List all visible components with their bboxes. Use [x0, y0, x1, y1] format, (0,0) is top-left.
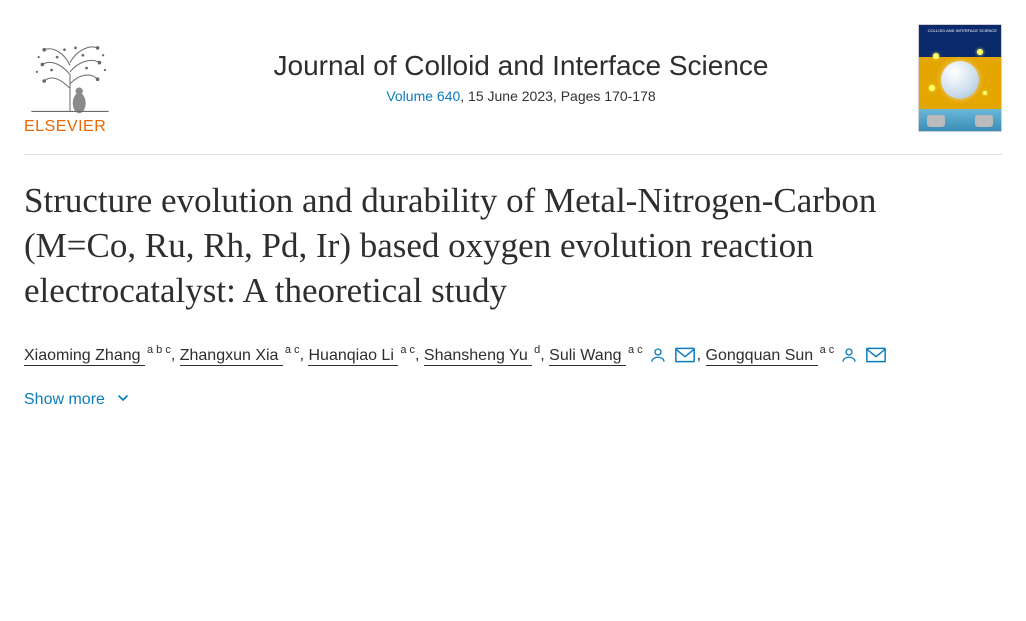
issue-line: Volume 640, 15 June 2023, Pages 170-178 — [144, 88, 898, 104]
author-separator: , — [415, 347, 424, 364]
author-affiliations: a c — [628, 344, 643, 356]
cover-label: COLLOID AND INTERFACE SCIENCE — [928, 29, 997, 33]
show-more-label: Show more — [24, 391, 105, 409]
volume-link[interactable]: Volume 640 — [386, 88, 460, 104]
journal-title[interactable]: Journal of Colloid and Interface Science — [144, 50, 898, 82]
author-separator: , — [171, 347, 180, 364]
issue-rest: , 15 June 2023, Pages 170-178 — [460, 88, 655, 104]
chevron-down-icon — [115, 390, 131, 411]
journal-info: Journal of Colloid and Interface Science… — [144, 24, 898, 104]
author-link[interactable]: Zhangxun Xia — [180, 347, 283, 366]
publisher-name[interactable]: ELSEVIER — [24, 118, 124, 136]
elsevier-tree-logo — [24, 24, 116, 116]
author-link[interactable]: Shansheng Yu — [424, 347, 532, 366]
author-list: Xiaoming Zhang a b c, Zhangxun Xia a c, … — [24, 339, 1002, 371]
author-link[interactable]: Xiaoming Zhang — [24, 347, 145, 366]
show-more-button[interactable]: Show more — [24, 390, 131, 411]
author-link[interactable]: Gongquan Sun — [706, 347, 818, 366]
journal-header: ELSEVIER Journal of Colloid and Interfac… — [24, 24, 1002, 155]
author-affiliations: a b c — [147, 344, 171, 356]
mail-icon[interactable] — [675, 339, 695, 371]
author-affiliations: a c — [400, 344, 415, 356]
author-affiliations: a c — [285, 344, 300, 356]
person-icon[interactable] — [840, 339, 858, 371]
author-affiliations: a c — [820, 344, 835, 356]
author-separator: , — [697, 347, 706, 364]
author-link[interactable]: Huanqiao Li — [308, 347, 398, 366]
author-separator: , — [540, 347, 549, 364]
article-title: Structure evolution and durability of Me… — [24, 179, 944, 313]
mail-icon[interactable] — [866, 339, 886, 371]
publisher-block: ELSEVIER — [24, 24, 124, 136]
journal-cover-thumbnail[interactable]: COLLOID AND INTERFACE SCIENCE — [918, 24, 1002, 132]
author-link[interactable]: Suli Wang — [549, 347, 626, 366]
person-icon[interactable] — [649, 339, 667, 371]
